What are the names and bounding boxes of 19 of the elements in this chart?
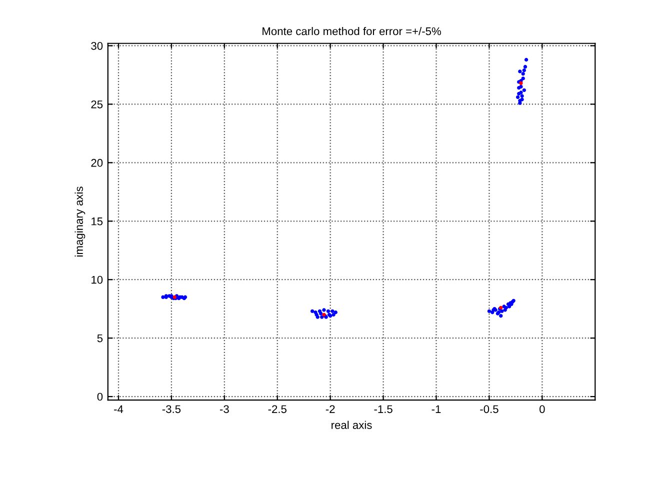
chart-title: Monte carlo method for error =+/-5%	[262, 26, 441, 36]
y-tick-label: 20	[91, 158, 103, 167]
x-tick-label: 0	[540, 405, 545, 414]
y-tick-label: 0	[97, 392, 103, 401]
x-tick-label: -2	[326, 405, 335, 413]
y-tick-label: 10	[92, 276, 103, 284]
x-tick-label: -1	[432, 405, 441, 413]
x-tick-label: -2.5	[268, 405, 286, 414]
x-axis-title: real axis	[332, 420, 372, 429]
y-tick-label: 15	[92, 218, 103, 226]
y-tick-label: 25	[91, 100, 103, 108]
y-tick-label: 30	[91, 42, 103, 50]
x-tick-label: -1.5	[374, 405, 392, 414]
x-tick-label: -3	[220, 405, 229, 414]
x-tick-label: -0.5	[480, 405, 498, 414]
y-tick-label: 5	[97, 334, 103, 342]
y-axis-title: imaginary axis	[74, 186, 86, 256]
x-tick-label: -3.5	[162, 405, 181, 414]
x-tick-label: -4	[114, 405, 124, 413]
